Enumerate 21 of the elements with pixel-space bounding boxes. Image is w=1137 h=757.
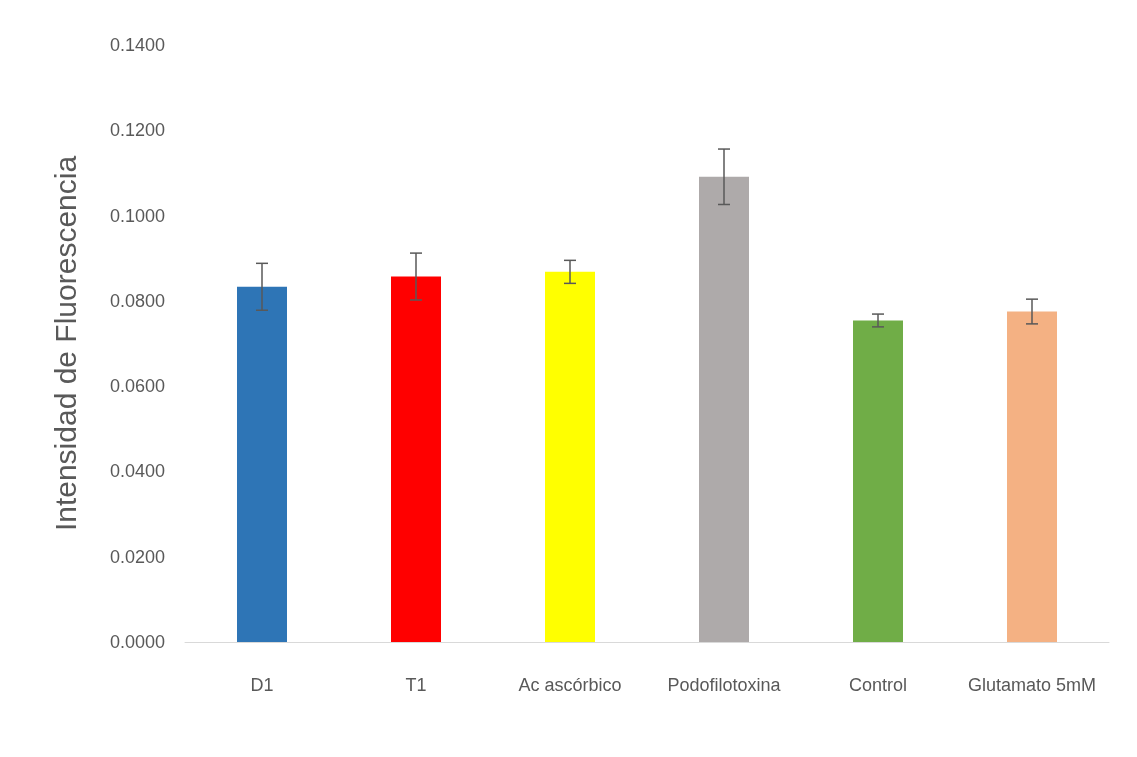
y-tick-label: 0.0000 <box>109 632 165 652</box>
y-tick-label: 0.0200 <box>109 546 165 567</box>
bar <box>853 320 903 642</box>
y-tick-label: 0.1000 <box>109 205 165 226</box>
y-axis-title: Intensidad de Fluorescencia <box>48 155 82 532</box>
x-tick-label: Glutamato 5mM <box>967 675 1097 695</box>
bar <box>391 276 441 642</box>
bar <box>237 286 287 642</box>
y-tick-label: 0.1400 <box>109 35 165 55</box>
bar <box>699 176 749 642</box>
x-tick-label: D1 <box>250 675 274 695</box>
bar <box>1007 311 1057 642</box>
y-tick-label: 0.0400 <box>109 461 165 482</box>
x-tick-label: Podofilotoxina <box>667 675 782 695</box>
y-tick-label: 0.0800 <box>109 290 165 311</box>
x-tick-label: T1 <box>405 675 427 695</box>
x-tick-label: Ac ascórbico <box>518 675 622 695</box>
y-tick-label: 0.1200 <box>109 120 165 141</box>
bar <box>545 271 595 642</box>
y-tick-label: 0.0600 <box>109 376 165 397</box>
x-tick-label: Control <box>848 675 908 695</box>
